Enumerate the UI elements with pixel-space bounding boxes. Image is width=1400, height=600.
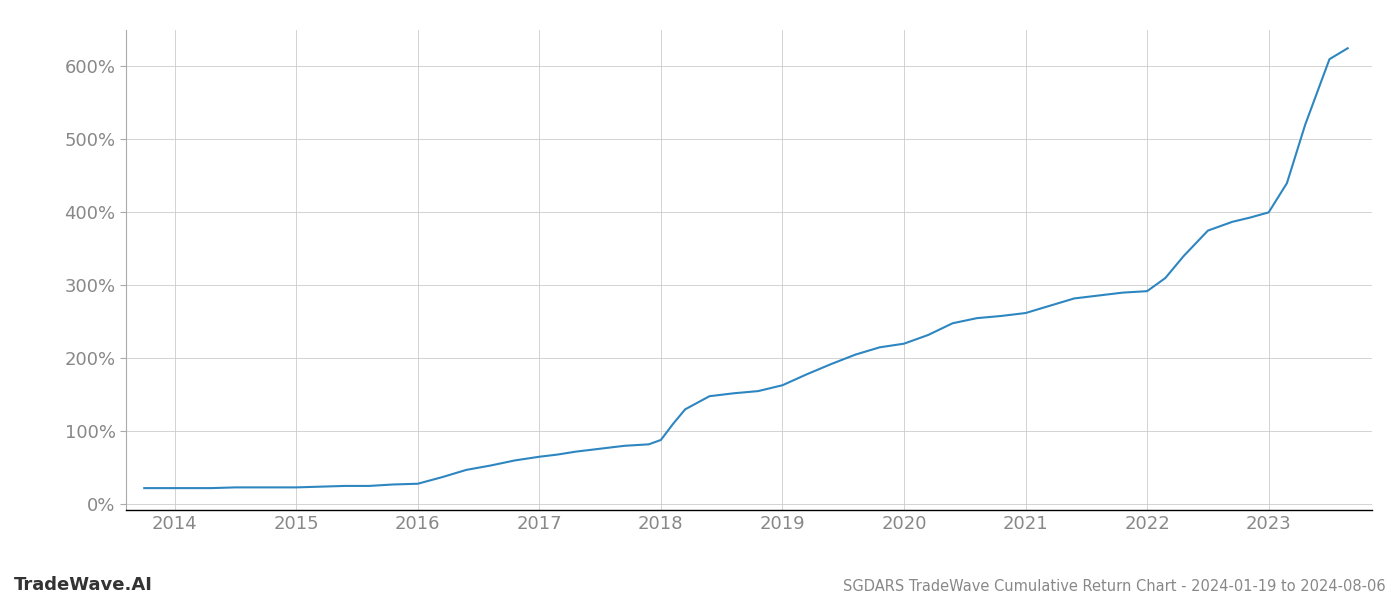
Text: SGDARS TradeWave Cumulative Return Chart - 2024-01-19 to 2024-08-06: SGDARS TradeWave Cumulative Return Chart… xyxy=(843,579,1386,594)
Text: TradeWave.AI: TradeWave.AI xyxy=(14,576,153,594)
